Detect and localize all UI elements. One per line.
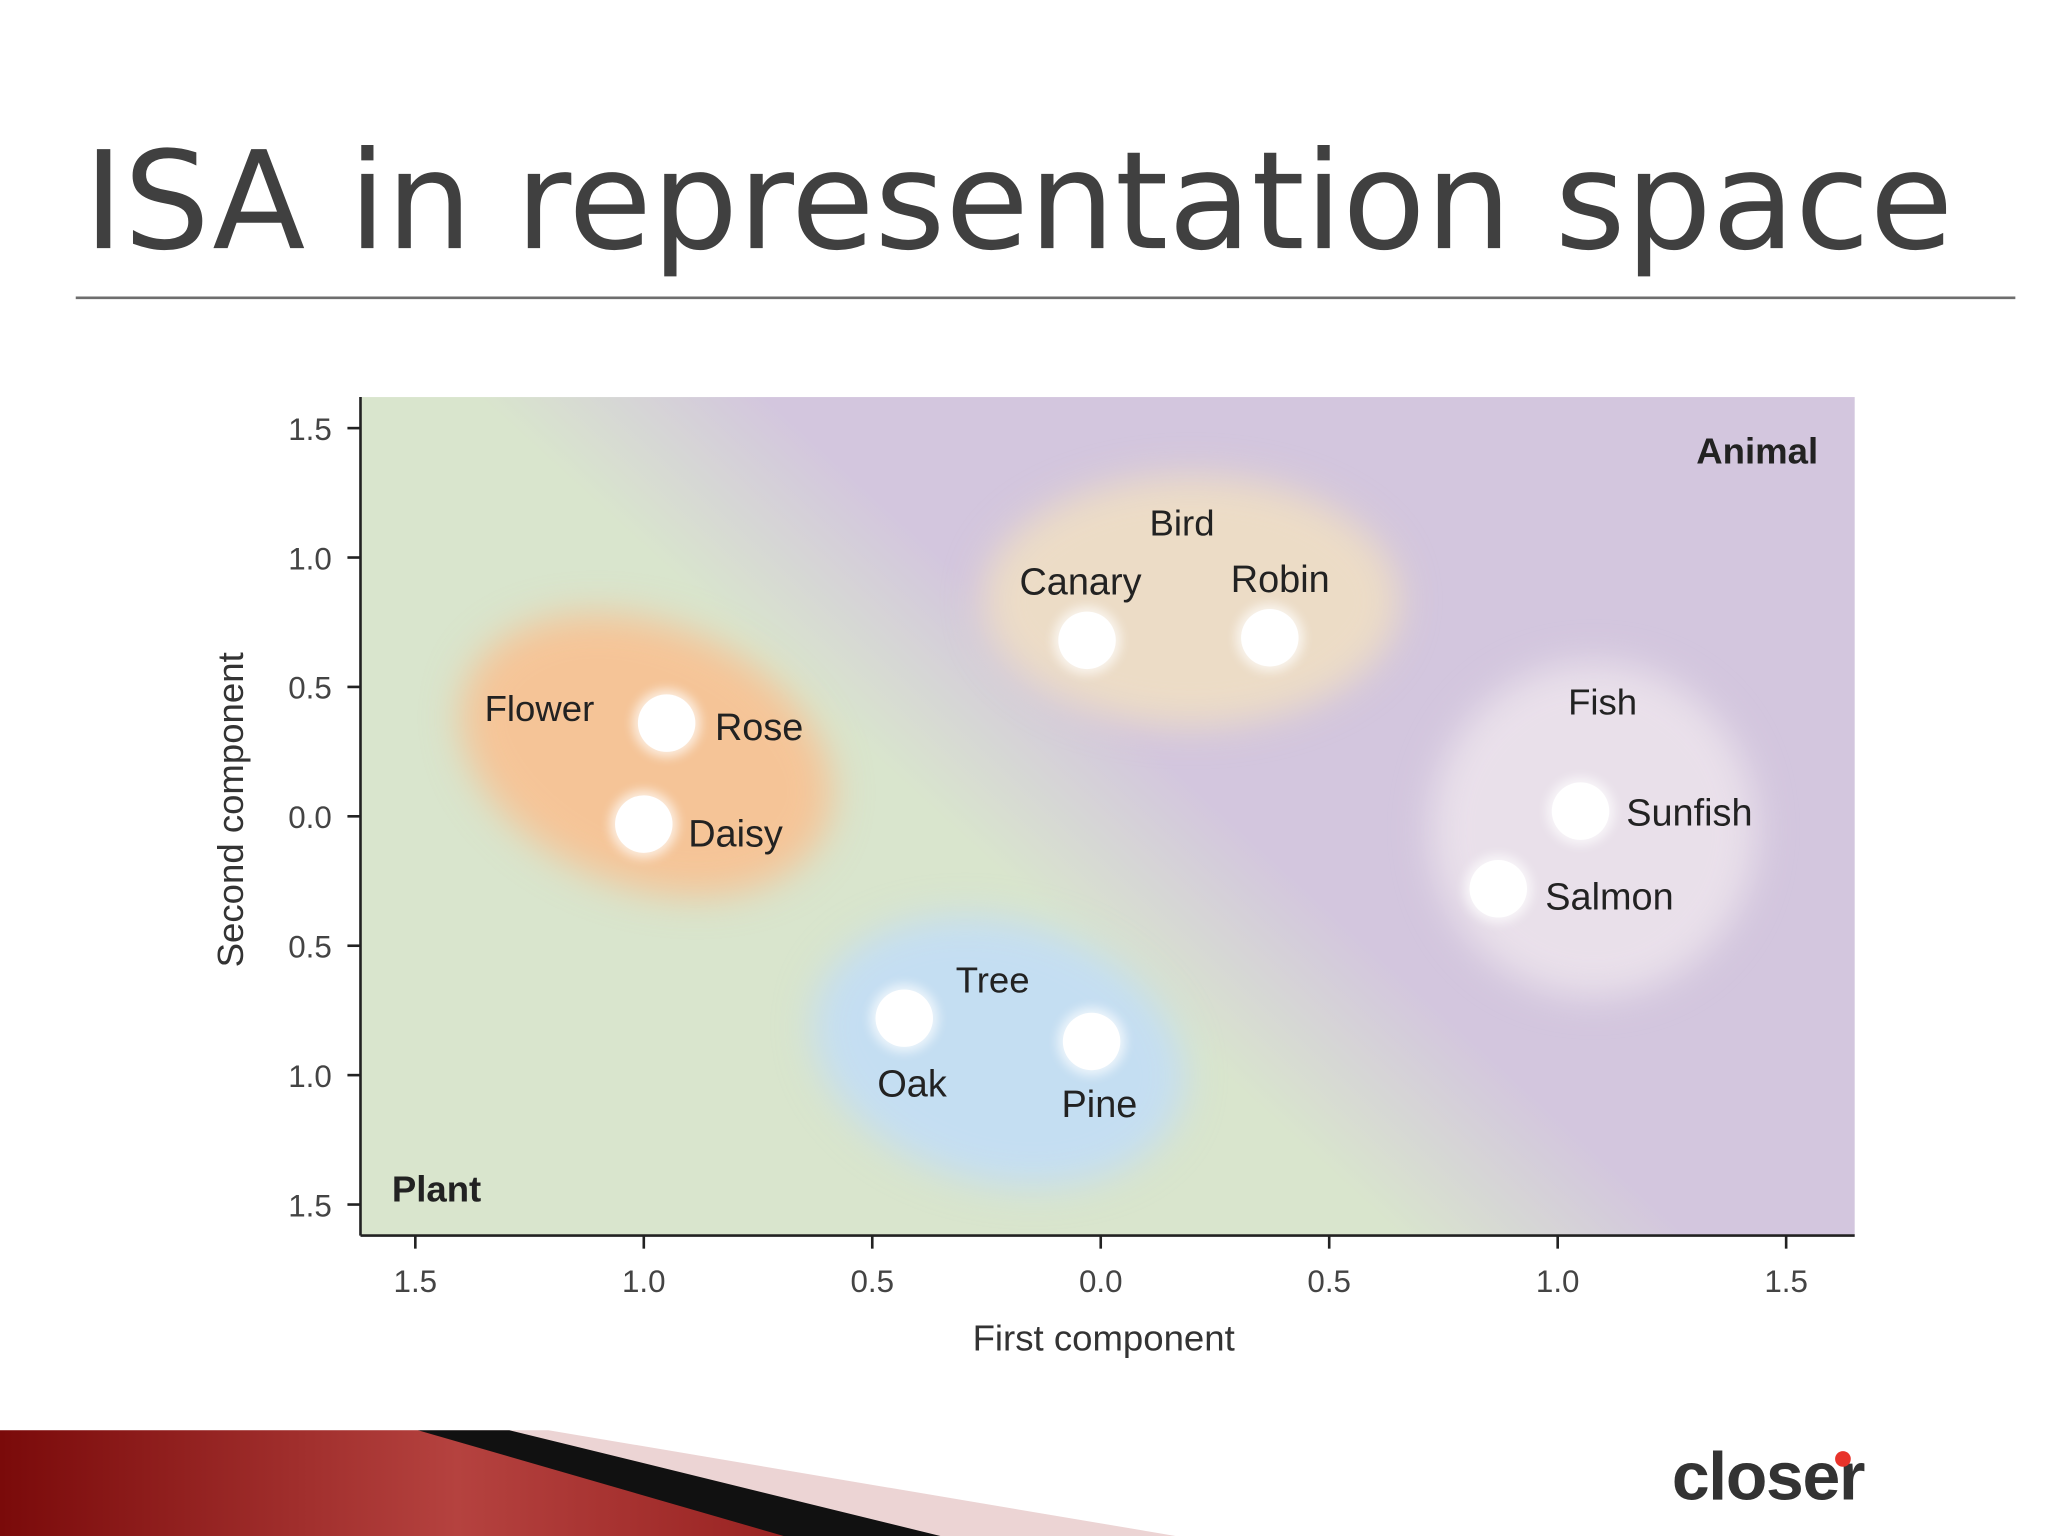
point <box>1241 609 1299 667</box>
x-tick-label: 0.0 <box>1079 1264 1123 1299</box>
x-tick-label: 1.5 <box>1764 1264 1808 1299</box>
point-label: Salmon <box>1545 877 1673 919</box>
point-label: Sunfish <box>1626 793 1752 835</box>
footer-swoosh <box>417 1430 941 1536</box>
point-label: Pine <box>1062 1084 1138 1126</box>
group-label: Fish <box>1568 681 1637 722</box>
plot: 1.5 1.0 0.5 0.0 0.5 1.0 1.5 1.5 1.0 0.5 0.0 0.5 1.0 1… <box>288 397 1855 1299</box>
y-tick-label: 0.5 <box>288 929 332 964</box>
point <box>1062 1012 1121 1071</box>
x-tick-label: 0.5 <box>1307 1264 1351 1299</box>
y-tick-label: 1.5 <box>288 1188 332 1223</box>
y-tick-label: 1.0 <box>288 541 332 576</box>
group-label: Tree <box>956 960 1030 1001</box>
blob <box>460 613 833 897</box>
point <box>1551 782 1610 840</box>
x-tick-label: 1.0 <box>1536 1264 1580 1299</box>
point <box>875 989 933 1047</box>
y-tick-label: 0.0 <box>288 800 332 835</box>
region-label: Animal <box>1696 431 1818 472</box>
point <box>615 795 673 853</box>
logo-dot <box>1835 1451 1851 1467</box>
group-label: Flower <box>485 688 595 729</box>
blob <box>813 916 1186 1187</box>
slide-title: ISA in representation space <box>84 123 1954 281</box>
y-axis-label: Second component <box>210 652 251 967</box>
point-label: Daisy <box>688 813 783 855</box>
point <box>1469 860 1528 918</box>
group-label: Bird <box>1150 503 1215 544</box>
x-tick-label: 0.5 <box>850 1264 894 1299</box>
point-label: Canary <box>1019 562 1141 604</box>
x-tick-label: 1.5 <box>394 1264 438 1299</box>
point <box>637 694 696 752</box>
point-label: Rose <box>715 707 803 749</box>
y-tick-label: 1.5 <box>288 412 332 447</box>
x-axis-label: First component <box>973 1318 1235 1359</box>
x-tick-label: 1.0 <box>622 1264 666 1299</box>
y-tick-label: 1.0 <box>288 1059 332 1094</box>
point-label: Oak <box>877 1064 947 1106</box>
footer-red <box>0 1430 915 1536</box>
y-tick-label: 0.5 <box>288 671 332 706</box>
point-label: Robin <box>1231 559 1330 601</box>
region-label: Plant <box>392 1169 481 1210</box>
logo: closer <box>1672 1439 1865 1514</box>
point <box>1058 611 1116 670</box>
